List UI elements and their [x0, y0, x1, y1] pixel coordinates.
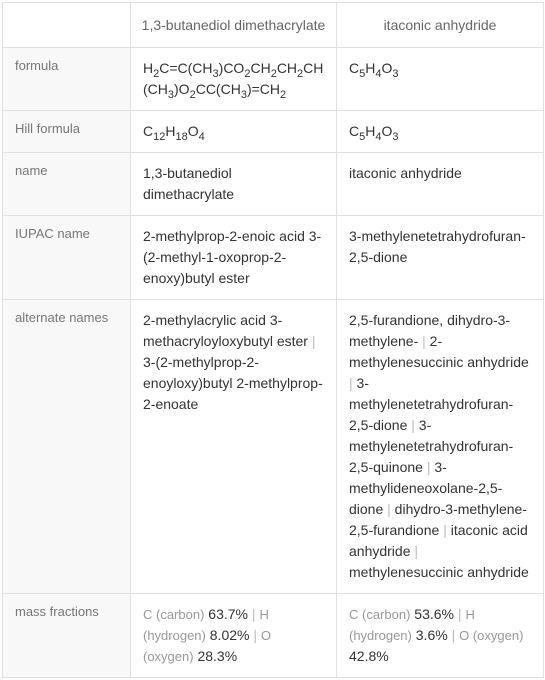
formula-text-1: H2C=C(CH3)CO2CH2CH2CH(CH3)O2CC(CH3)=CH2: [143, 60, 323, 97]
formula-compound-2: C5H4O3: [337, 48, 544, 111]
header-empty-cell: [3, 3, 131, 48]
table-row-formula: formula H2C=C(CH3)CO2CH2CH2CH(CH3)O2CC(C…: [3, 48, 544, 111]
row-label-iupac: IUPAC name: [3, 216, 131, 300]
table-row-name: name 1,3-butanediol dimethacrylate itaco…: [3, 153, 544, 216]
table-row-alternate: alternate names 2-methylacrylic acid 3-m…: [3, 300, 544, 594]
row-label-mass: mass fractions: [3, 594, 131, 678]
row-label-name: name: [3, 153, 131, 216]
row-label-formula: formula: [3, 48, 131, 111]
table-row-mass: mass fractions C (carbon) 63.7% | H (hyd…: [3, 594, 544, 678]
chemical-comparison-table: 1,3-butanediol dimethacrylate itaconic a…: [2, 2, 544, 678]
row-label-hill: Hill formula: [3, 111, 131, 153]
hill-compound-2: C5H4O3: [337, 111, 544, 153]
hill-text-2: C5H4O3: [349, 123, 399, 139]
alternate-compound-2: 2,5-furandione, dihydro-3-methylene- | 2…: [337, 300, 544, 594]
header-compound-2: itaconic anhydride: [337, 3, 544, 48]
iupac-compound-1: 2-methylprop-2-enoic acid 3-(2-methyl-1-…: [131, 216, 337, 300]
name-compound-1: 1,3-butanediol dimethacrylate: [131, 153, 337, 216]
table-header-row: 1,3-butanediol dimethacrylate itaconic a…: [3, 3, 544, 48]
formula-text-2: C5H4O3: [349, 60, 399, 76]
name-compound-2: itaconic anhydride: [337, 153, 544, 216]
formula-compound-1: H2C=C(CH3)CO2CH2CH2CH(CH3)O2CC(CH3)=CH2: [131, 48, 337, 111]
hill-compound-1: C12H18O4: [131, 111, 337, 153]
header-compound-1: 1,3-butanediol dimethacrylate: [131, 3, 337, 48]
iupac-compound-2: 3-methylenetetrahydrofuran-2,5-dione: [337, 216, 544, 300]
mass-compound-2: C (carbon) 53.6% | H (hydrogen) 3.6% | O…: [337, 594, 544, 678]
row-label-alternate: alternate names: [3, 300, 131, 594]
table-row-iupac: IUPAC name 2-methylprop-2-enoic acid 3-(…: [3, 216, 544, 300]
mass-compound-1: C (carbon) 63.7% | H (hydrogen) 8.02% | …: [131, 594, 337, 678]
hill-text-1: C12H18O4: [143, 123, 205, 139]
alternate-compound-1: 2-methylacrylic acid 3-methacryloyloxybu…: [131, 300, 337, 594]
table-row-hill: Hill formula C12H18O4 C5H4O3: [3, 111, 544, 153]
